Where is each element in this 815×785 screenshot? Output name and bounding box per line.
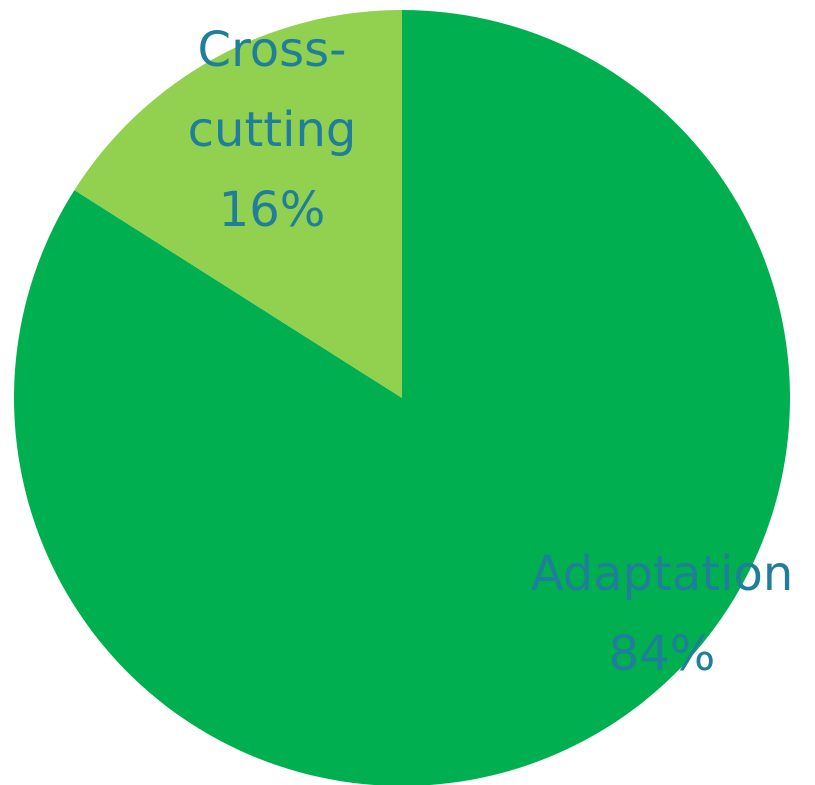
pie-slice-cross-cutting — [74, 10, 403, 398]
slice-label-cross-cutting: Cross-cutting 16% — [188, 22, 357, 238]
labels-layer: Adaptation 84% Cross-cutting 16% — [188, 22, 794, 682]
slice-name-text: Cross- — [198, 22, 347, 78]
pie-slice-adaptation — [14, 10, 790, 785]
slices-layer — [14, 10, 790, 785]
slice-name-text: Adaptation — [531, 546, 794, 602]
slice-name-text: cutting — [188, 102, 357, 158]
slice-percent-text: 16% — [219, 182, 326, 238]
slice-percent-text: 84% — [609, 626, 716, 682]
slice-label-adaptation: Adaptation 84% — [531, 546, 794, 682]
